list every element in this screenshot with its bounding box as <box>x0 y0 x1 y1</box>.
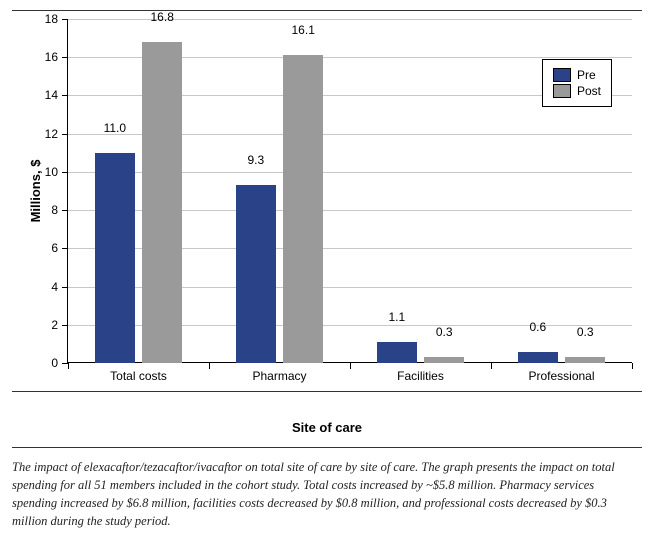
bar-post <box>424 357 463 363</box>
x-tick <box>491 363 492 369</box>
bar-value-label: 9.3 <box>247 153 264 169</box>
chart-area: Millions, $ 0 2 4 6 8 10 12 14 16 18 11.0 16.8 9.3 1… <box>12 10 642 392</box>
bar-value-label: 0.3 <box>436 325 453 341</box>
y-tick-label: 16 <box>45 50 58 64</box>
y-axis: Millions, $ 024681012141618 <box>12 19 68 363</box>
legend-swatch-post <box>553 84 571 98</box>
x-tick <box>350 363 351 369</box>
legend-label: Pre <box>577 68 596 82</box>
bar-post <box>283 55 322 363</box>
category-label: Total costs <box>110 369 167 383</box>
bar-value-label: 16.1 <box>292 23 315 39</box>
bar-pre <box>236 185 275 363</box>
y-tick-label: 10 <box>45 165 58 179</box>
category-label: Pharmacy <box>252 369 306 383</box>
bar-value-label: 0.6 <box>529 320 546 336</box>
caption: The impact of elexacaftor/tezacaftor/iva… <box>12 447 642 531</box>
legend-swatch-pre <box>553 68 571 82</box>
legend-item-pre: Pre <box>553 68 601 82</box>
y-tick-label: 0 <box>51 356 58 370</box>
x-axis-label: Site of care <box>12 420 642 435</box>
bar-pre <box>377 342 416 363</box>
bar-value-label: 16.8 <box>151 10 174 26</box>
bar-post <box>142 42 181 363</box>
x-tick <box>632 363 633 369</box>
bar-post <box>565 357 604 363</box>
bar-value-label: 0.3 <box>577 325 594 341</box>
y-tick-label: 4 <box>51 280 58 294</box>
chart-container: Millions, $ 0 2 4 6 8 10 12 14 16 18 11.0 16.8 9.3 1… <box>12 10 642 531</box>
x-tick <box>68 363 69 369</box>
y-tick-label: 2 <box>51 318 58 332</box>
y-tick-label: 14 <box>45 88 58 102</box>
bar-pre <box>518 352 557 363</box>
legend-label: Post <box>577 84 601 98</box>
y-tick-label: 6 <box>51 241 58 255</box>
y-tick-label: 18 <box>45 12 58 26</box>
bar-value-label: 11.0 <box>104 121 126 137</box>
bar-value-label: 1.1 <box>388 310 405 326</box>
category-label: Professional <box>528 369 594 383</box>
y-axis-label: Millions, $ <box>28 160 43 223</box>
legend: Pre Post <box>542 59 612 107</box>
legend-item-post: Post <box>553 84 601 98</box>
category-label: Facilities <box>397 369 444 383</box>
y-tick-label: 12 <box>45 127 58 141</box>
bar-pre <box>95 153 134 363</box>
x-tick <box>209 363 210 369</box>
y-tick-label: 8 <box>51 203 58 217</box>
plot-area: 11.016.89.316.11.10.30.60.3 Total costsP… <box>68 19 632 363</box>
